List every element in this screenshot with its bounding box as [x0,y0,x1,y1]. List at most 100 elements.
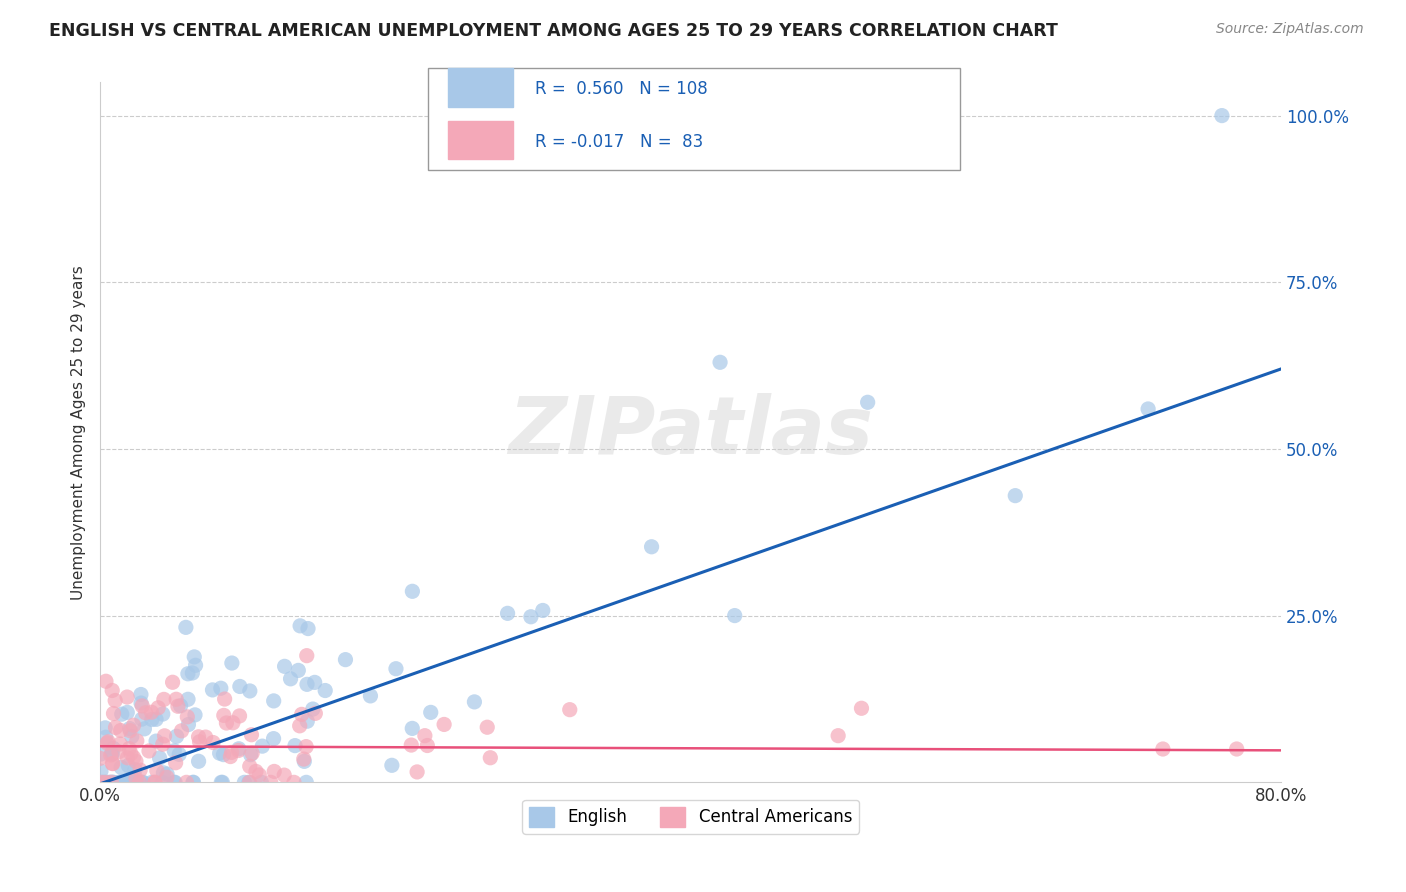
Point [250,775,273,789]
Point [97,735,120,749]
Point [284,739,307,753]
Point [101,746,124,760]
Point [212,708,235,723]
Bar [449,120,513,160]
Point [170,723,193,738]
Point [288,619,311,633]
Point [245,764,267,779]
Point [287,664,309,678]
Point [120,747,142,761]
Point [1004,489,1026,503]
Point [297,622,319,636]
Point [103,775,125,789]
Point [101,756,124,771]
Legend: English, Central Americans: English, Central Americans [522,800,859,833]
Point [152,775,174,789]
Point [238,775,260,789]
Point [90,775,112,789]
Point [214,692,236,706]
Point [188,735,211,749]
Point [163,775,186,789]
Point [94,730,117,744]
Point [91,775,114,789]
Point [108,775,131,789]
Point [115,690,138,704]
Point [463,695,485,709]
Point [103,706,125,721]
Point [177,666,200,681]
Point [295,739,318,754]
Point [215,716,238,731]
Point [162,675,184,690]
Point [131,712,153,726]
Point [141,705,163,719]
Point [288,719,311,733]
Point [104,693,127,707]
Point [304,675,326,690]
Point [295,775,318,789]
Point [117,706,139,720]
Point [104,721,127,735]
Text: R =  0.560   N = 108: R = 0.560 N = 108 [534,80,707,98]
Point [103,741,125,756]
Point [413,729,436,743]
Point [301,702,323,716]
Point [94,775,117,789]
Point [166,729,188,743]
Point [479,750,502,764]
Point [263,764,285,779]
Point [1211,109,1233,123]
Point [183,649,205,664]
Point [101,756,124,771]
Point [239,747,262,762]
Point [120,723,142,738]
Point [148,751,170,765]
Point [233,775,256,789]
Point [163,744,186,758]
Point [194,730,217,744]
Point [111,707,134,722]
Point [115,775,138,789]
Point [153,729,176,743]
Point [240,746,263,760]
Point [129,763,152,777]
Point [385,662,408,676]
Point [94,775,117,789]
Point [187,730,209,744]
Point [117,751,139,765]
Point [291,707,314,722]
Point [100,775,122,789]
Text: Source: ZipAtlas.com: Source: ZipAtlas.com [1216,22,1364,37]
Point [101,747,124,761]
Point [477,720,499,734]
Point [122,750,145,764]
Point [229,680,252,694]
Point [181,665,204,680]
Point [98,775,121,789]
Point [558,703,581,717]
Point [145,712,167,726]
Point [381,758,404,772]
Point [1226,742,1249,756]
Point [176,775,198,789]
Point [640,540,662,554]
Point [1137,401,1160,416]
Point [118,722,141,736]
Point [165,692,187,706]
Point [146,764,169,778]
Point [283,775,305,789]
Point [122,775,145,789]
Point [335,653,357,667]
Point [131,775,153,789]
Point [146,701,169,715]
Point [121,771,143,785]
Point [273,768,295,782]
Point [128,775,150,789]
Point [122,718,145,732]
Point [531,603,554,617]
Point [202,735,225,749]
Point [94,674,117,689]
Point [263,694,285,708]
Point [520,609,543,624]
Point [212,747,235,762]
